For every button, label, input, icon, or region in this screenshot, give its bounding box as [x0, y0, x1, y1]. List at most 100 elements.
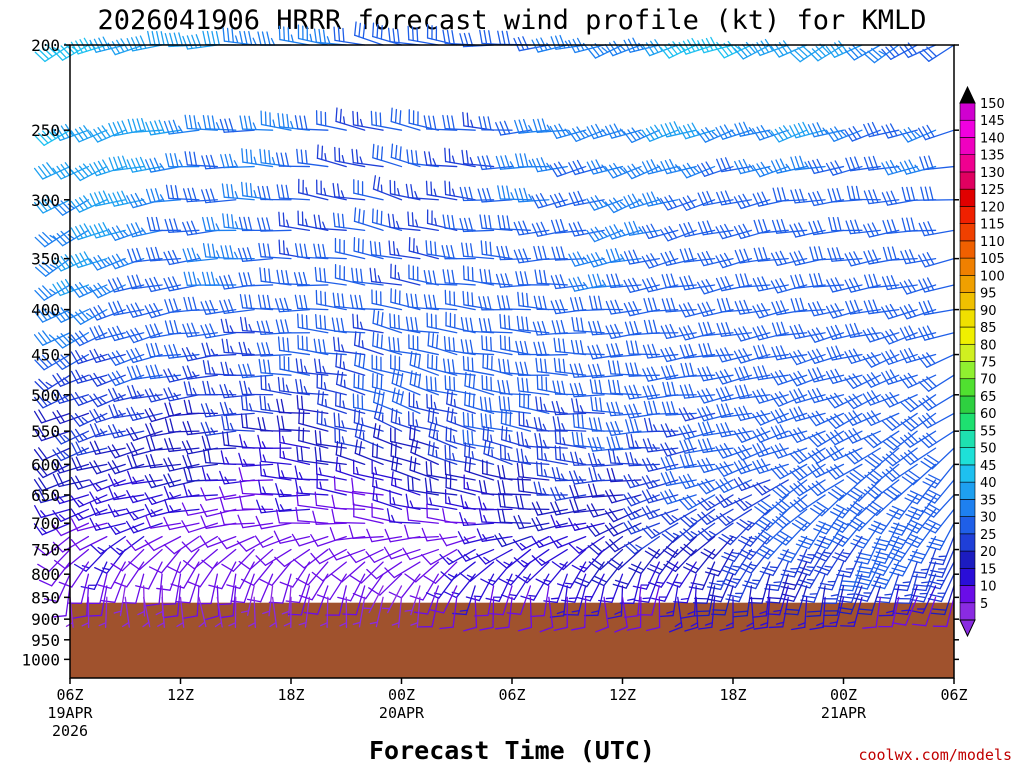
- barb-tick: [513, 515, 520, 530]
- barb-tick: [601, 257, 608, 264]
- barb-tick: [248, 387, 253, 396]
- barb-tick: [853, 251, 861, 265]
- barb-tick: [56, 430, 66, 443]
- barb-tick: [333, 336, 336, 352]
- barb-tick: [835, 518, 850, 527]
- barb-tick: [464, 501, 469, 510]
- barb-tick: [374, 466, 378, 476]
- wind-barb: [371, 372, 403, 396]
- barb-tick: [656, 164, 663, 172]
- barb-tick: [116, 547, 124, 553]
- barb-tick: [922, 435, 934, 446]
- barb-tick: [863, 123, 871, 138]
- barb-tick: [753, 345, 760, 360]
- barb-tick: [697, 482, 707, 495]
- barb-tick: [40, 510, 47, 517]
- barb-tick: [521, 292, 525, 307]
- barb-tick: [767, 129, 774, 137]
- barb-tick: [778, 391, 788, 404]
- barb-tick: [921, 509, 935, 518]
- barb-tick: [145, 365, 152, 380]
- wind-barb: [698, 321, 734, 337]
- barb-tick: [126, 490, 134, 504]
- wind-barb: [219, 470, 255, 485]
- barb-tick: [559, 274, 566, 289]
- barb-tick: [539, 193, 548, 207]
- wind-barb: [459, 186, 495, 202]
- wind-barb: [145, 119, 182, 136]
- wind-barb: [390, 107, 421, 131]
- wind-barb: [516, 315, 550, 334]
- barb-tick: [384, 528, 392, 543]
- barb-tick: [99, 428, 106, 436]
- barb-tick: [900, 421, 912, 432]
- barb-tick: [570, 339, 575, 355]
- barb-tick: [854, 219, 861, 234]
- barb-tick: [556, 320, 561, 335]
- barb-tick: [158, 119, 165, 134]
- barb-tick: [407, 25, 410, 41]
- barb-tick: [290, 34, 294, 43]
- barb-shaft: [241, 479, 274, 482]
- barb-tick: [341, 213, 345, 229]
- barb-tick: [562, 338, 566, 354]
- barb-tick: [744, 481, 751, 488]
- wind-barb: [789, 250, 826, 266]
- barb-tick: [702, 438, 709, 453]
- barb-tick: [811, 328, 820, 342]
- barb-tick: [315, 314, 318, 329]
- barb-tick: [831, 488, 844, 498]
- barb-tick: [863, 437, 875, 449]
- barb-tick: [848, 127, 858, 141]
- barb-tick: [372, 388, 377, 403]
- wind-barb: [239, 434, 274, 449]
- barb-tick: [872, 299, 879, 314]
- wind-barb: [920, 186, 955, 201]
- barb-tick: [515, 340, 520, 356]
- barb-tick: [501, 295, 506, 310]
- barb-tick: [126, 159, 134, 173]
- wind-barb: [52, 508, 90, 523]
- wind-barb: [479, 214, 513, 231]
- wind-barb: [770, 40, 808, 58]
- barb-tick: [918, 301, 926, 316]
- barb-tick: [779, 443, 788, 456]
- barb-tick: [929, 186, 934, 201]
- barb-tick: [503, 396, 506, 411]
- wind-barb: [587, 483, 624, 498]
- barb-tick: [93, 326, 102, 340]
- wind-barb: [332, 182, 366, 201]
- wind-barb: [678, 407, 716, 422]
- barb-tick: [107, 461, 116, 475]
- wind-barb: [125, 508, 163, 521]
- barb-tick: [645, 127, 655, 141]
- barb-tick: [93, 372, 103, 386]
- barb-tick: [619, 201, 627, 208]
- wind-barb: [734, 366, 771, 382]
- wind-barb: [552, 416, 587, 432]
- barb-tick: [144, 504, 153, 518]
- barb-tick: [60, 255, 70, 268]
- wind-barb: [219, 299, 255, 315]
- wind-barb: [371, 459, 403, 481]
- barb-tick: [282, 377, 285, 393]
- barb-tick: [359, 321, 364, 330]
- wind-barb: [423, 115, 458, 131]
- barb-tick: [760, 40, 770, 53]
- barb-tick: [444, 375, 447, 390]
- barb-tick: [737, 552, 751, 561]
- ground-surface: [70, 602, 954, 678]
- barb-tick: [848, 349, 857, 363]
- barb-tick: [543, 269, 547, 285]
- barb-tick: [542, 341, 547, 356]
- barb-tick: [557, 416, 561, 431]
- barb-tick: [482, 502, 488, 511]
- barb-tick: [560, 319, 566, 335]
- barb-tick: [707, 342, 713, 357]
- barb-tick: [300, 149, 304, 164]
- barb-tick: [794, 189, 801, 204]
- wind-barb: [917, 124, 955, 141]
- wind-barb: [479, 268, 513, 286]
- wind-barb: [298, 426, 329, 449]
- wind-barb: [554, 429, 587, 449]
